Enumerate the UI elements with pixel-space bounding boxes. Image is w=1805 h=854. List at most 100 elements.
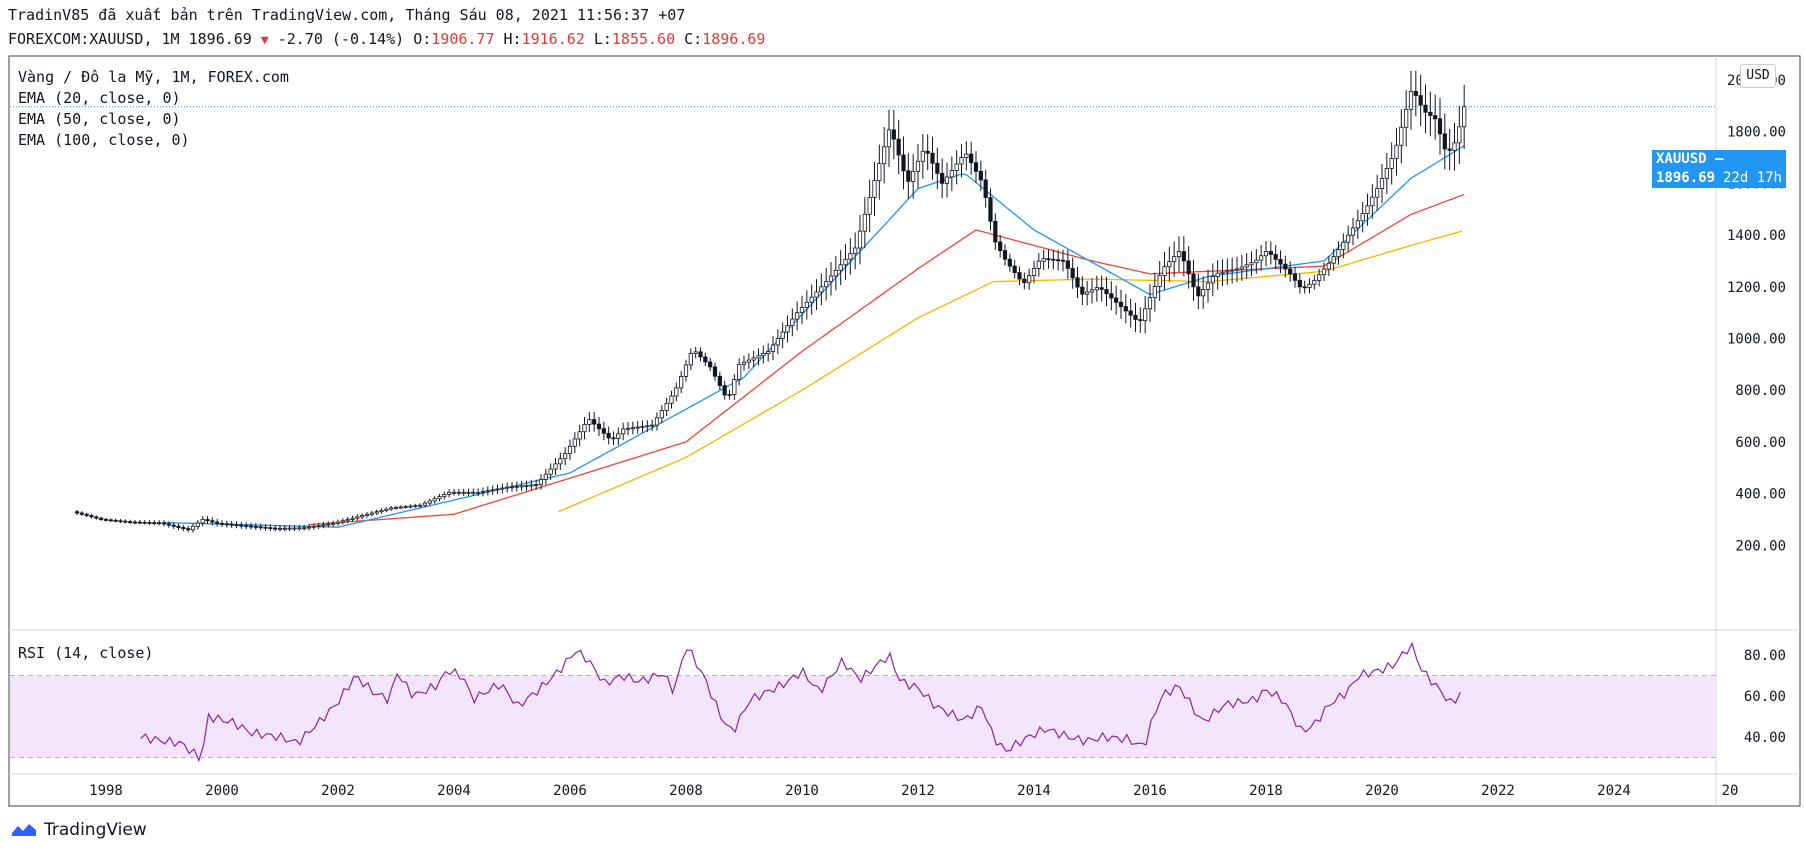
candle-body bbox=[403, 506, 408, 508]
candle-body bbox=[364, 513, 370, 516]
candle-body bbox=[1239, 266, 1244, 270]
candle-body bbox=[529, 484, 534, 487]
candle-body bbox=[1355, 220, 1360, 229]
price-change: -2.70 (-0.14%) bbox=[277, 30, 405, 48]
candle-body bbox=[809, 296, 814, 303]
candle-body bbox=[94, 516, 99, 519]
candle-body bbox=[1012, 265, 1017, 273]
candle-body bbox=[195, 522, 200, 527]
candle-body bbox=[833, 270, 838, 277]
candle-body bbox=[1205, 282, 1211, 290]
candle-body bbox=[1321, 268, 1327, 276]
candle-body bbox=[306, 526, 312, 529]
candle-body bbox=[1027, 275, 1032, 284]
candle-body bbox=[727, 394, 732, 396]
ema50-line bbox=[308, 193, 1465, 526]
candle-body bbox=[577, 431, 582, 440]
price-tick-label: 1200.00 bbox=[1727, 280, 1786, 296]
candle-body bbox=[867, 197, 872, 215]
price-tick-label: 1400.00 bbox=[1727, 228, 1786, 244]
candle-body bbox=[1254, 259, 1259, 264]
candle-body bbox=[872, 180, 877, 198]
candle-body bbox=[756, 355, 761, 359]
candle-body bbox=[882, 146, 887, 165]
candle-body bbox=[1109, 293, 1114, 299]
candle-body bbox=[360, 515, 365, 518]
candle-body bbox=[659, 410, 664, 419]
candle-body bbox=[1442, 133, 1447, 150]
candle-body bbox=[558, 458, 563, 465]
candle-body bbox=[331, 522, 336, 525]
candle-body bbox=[389, 507, 394, 510]
candle-body bbox=[335, 521, 341, 524]
legend-ema20[interactable]: EMA (20, close, 0) bbox=[18, 89, 181, 107]
candle-body bbox=[819, 286, 824, 293]
candle-body bbox=[775, 338, 780, 346]
symbol-label[interactable]: FOREXCOM:XAUUSD, 1M bbox=[8, 30, 180, 48]
candle-body bbox=[732, 379, 737, 395]
candle-body bbox=[650, 424, 655, 427]
legend-ema50[interactable]: EMA (50, close, 0) bbox=[18, 110, 181, 128]
currency-badge[interactable]: USD bbox=[1740, 64, 1776, 88]
candle-body bbox=[1220, 271, 1225, 274]
candle-body bbox=[553, 463, 558, 470]
candle-body bbox=[524, 485, 529, 487]
candle-body bbox=[1147, 297, 1153, 310]
candle-body bbox=[500, 487, 505, 490]
candle-body bbox=[137, 521, 142, 524]
candle-body bbox=[964, 153, 969, 158]
candle-body bbox=[1002, 250, 1008, 260]
candle-body bbox=[1065, 260, 1070, 269]
candle-body bbox=[891, 129, 896, 140]
candle-body bbox=[1234, 268, 1240, 271]
candle-body bbox=[920, 150, 925, 162]
candle-body bbox=[118, 520, 123, 523]
candle-body bbox=[925, 150, 930, 154]
time-tick-label: 2022 bbox=[1481, 783, 1515, 799]
candle-body bbox=[1404, 108, 1409, 128]
candle-body bbox=[219, 522, 225, 525]
candle-body bbox=[142, 521, 147, 524]
candle-body bbox=[1331, 256, 1336, 264]
candle-body bbox=[514, 485, 519, 488]
candle-body bbox=[161, 522, 167, 525]
candle-body bbox=[1099, 287, 1104, 290]
candle-body bbox=[234, 524, 239, 527]
candle-body bbox=[669, 395, 674, 404]
candle-body bbox=[123, 520, 128, 523]
legend-main[interactable]: Vàng / Đô la Mỹ, 1M, FOREX.com bbox=[18, 68, 289, 86]
candle-body bbox=[1022, 278, 1027, 284]
candle-body bbox=[1017, 272, 1022, 280]
price-tick-label: 600.00 bbox=[1735, 435, 1786, 451]
candle-body bbox=[949, 170, 954, 178]
candle-body bbox=[770, 344, 776, 352]
candle-body bbox=[311, 525, 316, 528]
candle-body bbox=[1051, 258, 1056, 261]
legend-rsi[interactable]: RSI (14, close) bbox=[18, 644, 154, 662]
legend-ema100[interactable]: EMA (100, close, 0) bbox=[18, 131, 190, 149]
candle-body bbox=[1263, 251, 1269, 257]
candle-body bbox=[210, 520, 215, 523]
candle-body bbox=[1172, 256, 1177, 263]
price-tick-label: 800.00 bbox=[1735, 383, 1786, 399]
candle-body bbox=[432, 498, 437, 502]
tradingview-cloud-icon bbox=[12, 824, 36, 836]
candle-body bbox=[258, 526, 263, 529]
candle-body bbox=[490, 489, 495, 492]
candle-body bbox=[316, 525, 321, 527]
candle-body bbox=[654, 417, 660, 426]
candle-body bbox=[152, 522, 157, 524]
candle-body bbox=[635, 426, 640, 429]
candle-body bbox=[843, 258, 848, 266]
candle-body bbox=[901, 154, 906, 172]
tradingview-logo[interactable]: TradingView bbox=[10, 820, 147, 840]
candle-body bbox=[297, 527, 302, 530]
candle-body bbox=[147, 522, 152, 524]
candle-body bbox=[287, 527, 292, 530]
candle-body bbox=[263, 526, 268, 529]
candle-body bbox=[1230, 269, 1235, 272]
candle-body bbox=[350, 517, 355, 520]
candle-body bbox=[1031, 268, 1037, 276]
candle-body bbox=[384, 508, 389, 511]
